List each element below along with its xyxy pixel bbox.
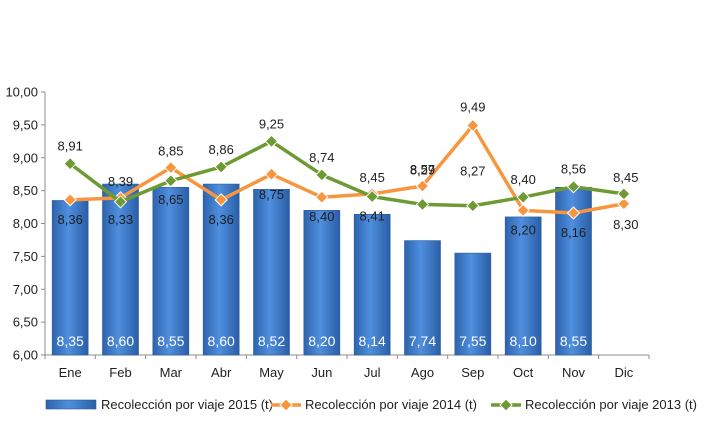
data-point-marker	[365, 189, 379, 204]
bar-data-label: 8,35	[57, 333, 84, 349]
series-2013-data-label: 8,40	[511, 172, 536, 187]
series-2013-data-label: 8,27	[460, 164, 485, 179]
series-2013-data-label: 8,86	[209, 142, 234, 157]
x-tick-label: Ago	[411, 365, 434, 380]
series-2014-data-label: 8,85	[158, 144, 183, 159]
legend-swatch-2015	[45, 399, 97, 410]
series-2014-data-label: 8,36	[209, 212, 234, 227]
series-2014-data-label: 8,45	[360, 170, 385, 185]
series-2013-data-label: 8,41	[360, 209, 385, 224]
series-2014-data-label: 8,57	[410, 162, 435, 177]
data-point-marker	[617, 187, 631, 201]
y-tick-label: 6,00	[13, 348, 38, 363]
legend-label-2015: Recolección por viaje 2015 (t)	[101, 397, 273, 412]
x-tick-label: Nov	[562, 365, 586, 380]
bar	[202, 183, 240, 356]
data-point-marker	[566, 179, 581, 194]
y-tick-label: 10,00	[5, 85, 38, 100]
x-tick-label: May	[259, 365, 284, 380]
data-point-marker	[566, 206, 581, 220]
data-point-marker	[315, 168, 329, 182]
series-2013-data-label: 8,74	[309, 150, 334, 165]
data-point-marker	[516, 190, 530, 204]
series-2013-data-label: 8,91	[58, 139, 83, 154]
legend-marker-2014	[279, 398, 293, 412]
y-tick-label: 7,00	[13, 282, 38, 297]
data-point-marker	[63, 193, 77, 207]
y-tick-label: 9,50	[13, 117, 38, 132]
bar	[504, 216, 542, 356]
data-point-marker	[516, 203, 530, 218]
y-tick-label: 6,50	[13, 315, 38, 330]
x-tick-label: Feb	[109, 365, 131, 380]
series-2013-data-label: 8,65	[158, 192, 183, 207]
x-tick-label: Jul	[364, 365, 381, 380]
x-tick-label: Oct	[513, 365, 534, 380]
series-2013-data-label: 8,33	[108, 212, 133, 227]
y-tick-label: 8,50	[13, 183, 38, 198]
x-tick-label: Ene	[59, 365, 82, 380]
data-point-marker	[214, 160, 228, 174]
x-tick-label: Mar	[160, 365, 183, 380]
series-2014-data-label: 8,75	[259, 187, 284, 202]
series-2014-data-label: 8,16	[561, 225, 586, 240]
series-2014-data-label: 8,39	[108, 174, 133, 189]
data-point-marker	[264, 134, 279, 149]
legend-marker-2013	[499, 398, 513, 412]
data-point-marker	[466, 118, 480, 133]
bar	[404, 240, 441, 356]
bar	[51, 200, 89, 356]
legend-label-2014: Recolección por viaje 2014 (t)	[305, 397, 477, 412]
data-point-marker	[63, 156, 77, 171]
data-point-marker	[113, 195, 128, 209]
series-2014-line	[70, 123, 625, 215]
y-tick-label: 8,00	[13, 216, 38, 231]
series-2013-data-label: 8,29	[410, 162, 435, 177]
data-point-marker	[164, 174, 178, 188]
y-tick-label: 7,50	[13, 249, 38, 264]
bar-data-label: 7,55	[459, 333, 486, 349]
bar	[102, 183, 139, 356]
bar	[353, 213, 391, 356]
legend-label-2013: Recolección por viaje 2013 (t)	[525, 397, 697, 412]
series-2014-data-label: 8,36	[58, 212, 83, 227]
data-point-marker	[315, 190, 329, 204]
x-tick-label: Dic	[614, 365, 633, 380]
data-point-marker	[617, 197, 631, 211]
x-tick-label: Jun	[311, 365, 332, 380]
series-2014-data-label: 8,30	[613, 217, 638, 232]
series-2013-data-label: 9,25	[259, 116, 284, 131]
bar-data-label: 8,14	[359, 333, 386, 349]
data-point-marker	[415, 197, 430, 212]
series-2014-data-label: 8,20	[511, 222, 536, 237]
bar	[303, 210, 341, 356]
bar-data-label: 8,55	[157, 333, 184, 349]
x-tick-label: Sep	[461, 365, 484, 380]
bar-data-label: 8,60	[208, 333, 235, 349]
bar	[253, 189, 290, 356]
bar-data-label: 8,55	[560, 333, 587, 349]
data-point-marker	[466, 199, 480, 213]
series-2014-data-label: 9,49	[460, 100, 485, 115]
data-point-marker	[264, 167, 279, 181]
bar-data-label: 7,74	[409, 333, 436, 349]
y-tick-label: 9,00	[13, 150, 38, 165]
bar-data-label: 8,60	[107, 333, 134, 349]
bar-data-label: 8,52	[258, 333, 285, 349]
x-tick-label: Abr	[211, 365, 232, 380]
data-point-marker	[164, 160, 178, 175]
bar	[454, 252, 492, 356]
bar	[152, 187, 190, 356]
data-point-marker	[415, 179, 430, 193]
series-2014-data-label: 8,40	[309, 209, 334, 224]
series-2013-data-label: 8,56	[561, 162, 586, 177]
series-2013-line	[69, 139, 625, 208]
bar-data-label: 8,20	[308, 333, 335, 349]
series-2013-data-label: 8,45	[613, 170, 638, 185]
bar-data-label: 8,10	[510, 333, 537, 349]
data-point-marker	[214, 193, 228, 207]
